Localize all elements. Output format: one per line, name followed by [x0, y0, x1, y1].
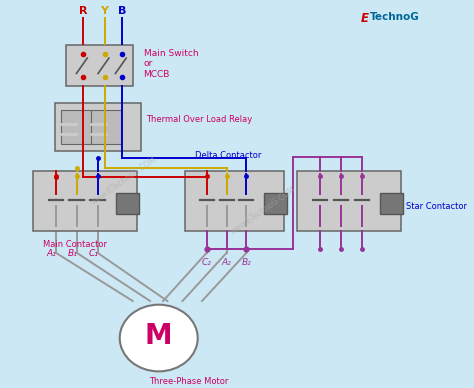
Text: Three-Phase Motor: Three-Phase Motor — [149, 377, 229, 386]
Circle shape — [120, 305, 198, 371]
Text: A₁: A₁ — [47, 249, 56, 258]
Text: www.ETechnoG.COM: www.ETechnoG.COM — [228, 184, 297, 236]
Text: Thermal Over Load Relay: Thermal Over Load Relay — [146, 115, 252, 124]
Text: A₂: A₂ — [222, 258, 231, 267]
Text: C₁: C₁ — [88, 249, 98, 258]
Bar — [33, 171, 137, 230]
Bar — [55, 103, 141, 151]
Bar — [381, 193, 403, 214]
Text: Y: Y — [100, 6, 109, 16]
Bar — [116, 193, 139, 214]
Text: C₂: C₂ — [201, 258, 211, 267]
Text: TechnoG: TechnoG — [370, 12, 420, 22]
Bar — [65, 45, 133, 86]
Text: M: M — [145, 322, 173, 350]
Text: R: R — [79, 6, 87, 16]
Text: B: B — [118, 6, 126, 16]
Text: E: E — [361, 12, 369, 25]
Text: Delta Contactor: Delta Contactor — [195, 151, 261, 160]
Text: Star Contactor: Star Contactor — [406, 203, 466, 211]
Text: www.ETechnoG.COM: www.ETechnoG.COM — [90, 155, 158, 206]
Bar — [297, 171, 401, 230]
Text: B₂: B₂ — [242, 258, 251, 267]
Bar — [91, 110, 121, 144]
Bar — [185, 171, 284, 230]
Text: B₁: B₁ — [68, 249, 77, 258]
Bar — [61, 110, 91, 144]
Text: Main Switch
or
MCCB: Main Switch or MCCB — [144, 49, 198, 79]
Bar — [264, 193, 287, 214]
Text: Main Contactor: Main Contactor — [43, 240, 107, 249]
